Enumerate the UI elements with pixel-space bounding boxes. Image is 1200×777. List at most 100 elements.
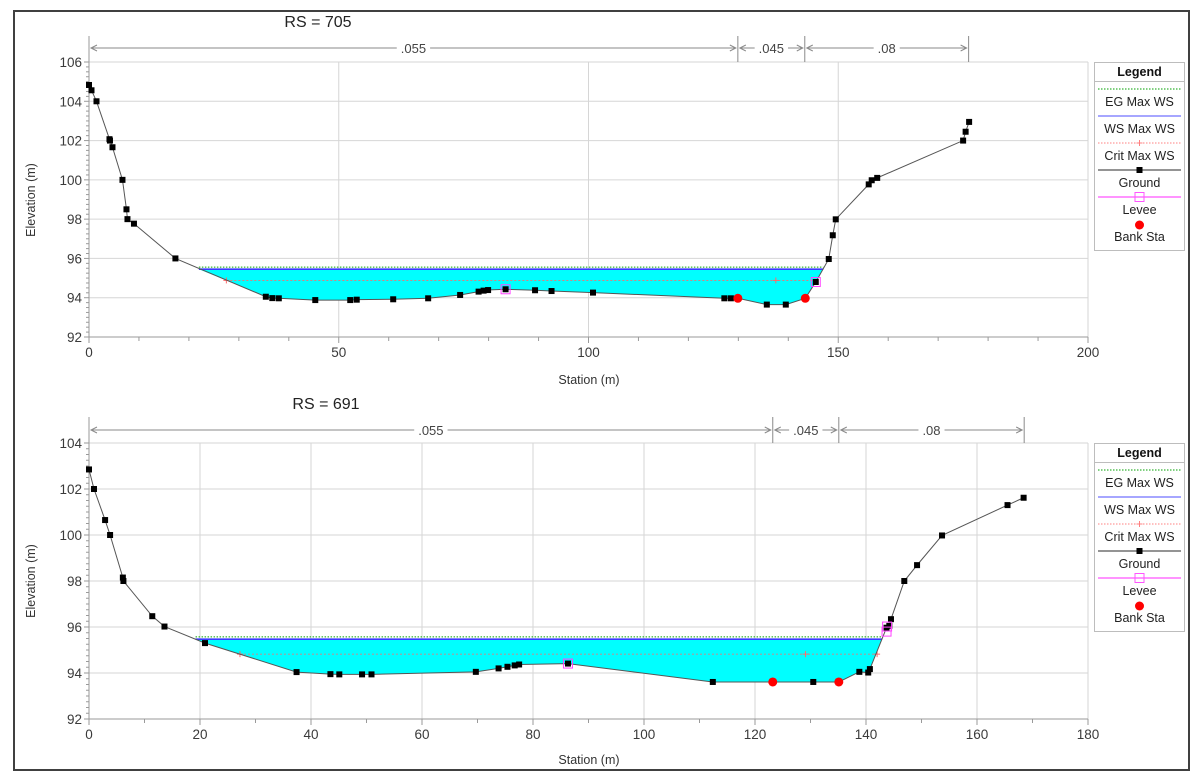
levee-marker — [500, 284, 511, 295]
ground-point-marker — [124, 216, 131, 223]
levee-marker — [881, 626, 892, 637]
y-axis-title: Elevation (m) — [24, 544, 38, 618]
ground-point-marker — [457, 291, 464, 298]
x-tick-label: 100 — [633, 727, 656, 742]
x-tick-label: 200 — [1077, 345, 1100, 360]
x-tick-label: 140 — [855, 727, 878, 742]
arrow-right-icon — [796, 44, 804, 52]
ground-point-marker — [107, 532, 114, 538]
y-tick-label: 104 — [59, 436, 82, 451]
x-tick-label: 150 — [827, 345, 850, 360]
axes: 92 94 96 98 100 102 104 106 0 50 100 150 200 — [59, 36, 1099, 360]
y-tick-label: 98 — [67, 574, 82, 589]
ground-point-marker — [865, 669, 872, 676]
ground-point-marker — [1020, 494, 1027, 501]
ground-point-marker — [359, 671, 366, 678]
arrow-right-icon — [1015, 426, 1024, 434]
legend-label: Levee — [1122, 203, 1157, 217]
x-axis-title: Station (m) — [558, 373, 620, 387]
ground-point-marker — [782, 301, 789, 308]
legend-label: Ground — [1118, 176, 1161, 190]
ground-point-marker — [829, 232, 836, 239]
legend-item-crit: Crit Max WS — [1095, 517, 1184, 544]
ground-point-marker — [472, 668, 479, 675]
arrow-right-icon — [764, 426, 772, 434]
ground-point-marker — [914, 562, 921, 569]
manning-n-label: .045 — [759, 41, 784, 56]
ground-point-marker — [201, 640, 208, 647]
chart-rs-691: 92 94 96 98 100 102 104 0 20 40 60 80 100 120 140 160 18… — [59, 417, 1099, 742]
arrow-right-icon — [830, 426, 838, 434]
legend-label: Crit Max WS — [1104, 149, 1175, 163]
arrow-left-icon — [805, 44, 814, 52]
blue-line-icon — [1098, 496, 1181, 498]
y-tick-label: 96 — [67, 620, 82, 635]
legend-label: WS Max WS — [1104, 503, 1175, 517]
ground-point-marker — [102, 517, 109, 524]
arrow-left-icon — [89, 44, 98, 52]
arrow-left-icon — [738, 44, 747, 52]
ground-point-marker — [480, 287, 487, 294]
levee-marker — [882, 621, 893, 632]
manning-n-bar: .055 .045 .08 — [89, 417, 1025, 443]
x-tick-label: 60 — [414, 727, 429, 742]
arrow-left-icon — [839, 426, 848, 434]
manning-n-label: .055 — [418, 423, 443, 438]
manning-n-label: .045 — [793, 423, 818, 438]
y-tick-label: 96 — [67, 251, 82, 266]
y-tick-label: 94 — [67, 291, 83, 306]
ground-point-marker — [119, 176, 126, 183]
ground-point-marker — [347, 297, 354, 304]
ground-point-marker — [172, 255, 179, 262]
ground-point-marker — [269, 295, 276, 302]
legend-box: Legend EG Max WS WS Max WS Crit Max WS G… — [1094, 443, 1185, 632]
ground-point-marker — [832, 216, 839, 223]
y-axis-title: Elevation (m) — [24, 163, 38, 237]
legend-label: Levee — [1122, 584, 1157, 598]
ground-point-marker — [90, 486, 97, 492]
ground-point-marker — [495, 665, 502, 672]
legend-item-ws: WS Max WS — [1095, 109, 1184, 136]
x-tick-label: 20 — [192, 727, 207, 742]
y-tick-label: 92 — [67, 712, 82, 727]
legend-item-eg: EG Max WS — [1095, 463, 1184, 490]
ground-point-marker — [532, 287, 539, 294]
dotted-green-line-icon — [1098, 88, 1181, 90]
x-tick-label: 80 — [525, 727, 540, 742]
legend-item-ws: WS Max WS — [1095, 490, 1184, 517]
ground-point-marker — [810, 678, 817, 685]
ground-point-marker — [312, 297, 319, 304]
ground-point-marker — [564, 660, 571, 667]
x-tick-label: 160 — [966, 727, 989, 742]
legend-label: Ground — [1118, 557, 1161, 571]
arrow-right-icon — [960, 44, 968, 52]
ground-point-marker — [353, 296, 360, 303]
ground-point-marker — [106, 137, 113, 144]
y-tick-label: 92 — [67, 330, 82, 345]
ground-point-marker — [866, 666, 873, 673]
chart-rs-705: 92 94 96 98 100 102 104 106 0 50 100 150 200 .055 .045… — [59, 36, 1099, 360]
ground-point-marker — [149, 613, 156, 620]
ground-point-marker — [856, 668, 863, 675]
ground-point-marker — [960, 137, 967, 144]
ground-point-marker — [709, 678, 716, 685]
chart-title-rs-691: RS = 691 — [292, 396, 360, 413]
ground-point-marker — [120, 578, 127, 584]
manning-n-label: .08 — [878, 41, 896, 56]
ground-point-marker — [548, 288, 555, 295]
legend-item-bank-sta: Bank Sta — [1095, 598, 1184, 625]
y-tick-label: 104 — [59, 94, 82, 109]
arrow-right-icon — [729, 44, 737, 52]
ground-point-marker — [966, 118, 973, 125]
figure-frame — [13, 10, 1190, 771]
legend-label: WS Max WS — [1104, 122, 1175, 136]
x-tick-label: 0 — [85, 727, 93, 742]
ground-point-marker — [812, 279, 819, 285]
y-tick-label: 100 — [59, 528, 82, 543]
y-tick-label: 102 — [59, 134, 82, 149]
dotted-green-line-icon — [1098, 469, 1181, 471]
ground-point-marker — [825, 256, 832, 263]
gridlines — [89, 61, 1089, 337]
legend-label: Crit Max WS — [1104, 530, 1175, 544]
